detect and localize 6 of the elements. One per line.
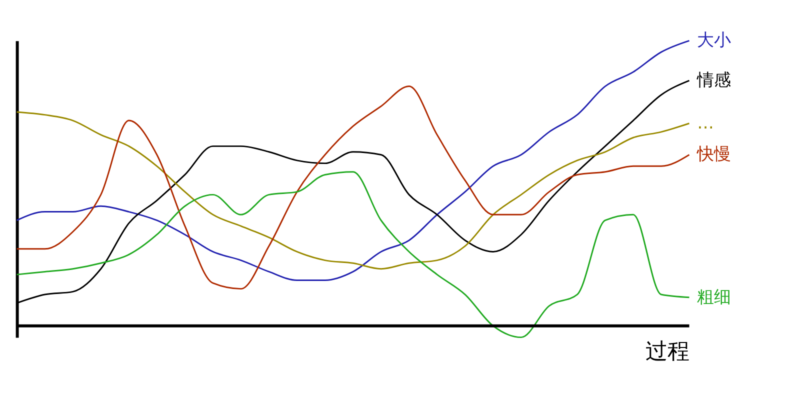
series-label: 情感 — [696, 70, 732, 90]
x-axis-title: 过程 — [646, 340, 690, 365]
series-label: 快慢 — [696, 144, 732, 164]
series-label: 粗细 — [697, 286, 732, 306]
series-label: 大小 — [697, 30, 732, 50]
series-label: … — [697, 112, 714, 132]
